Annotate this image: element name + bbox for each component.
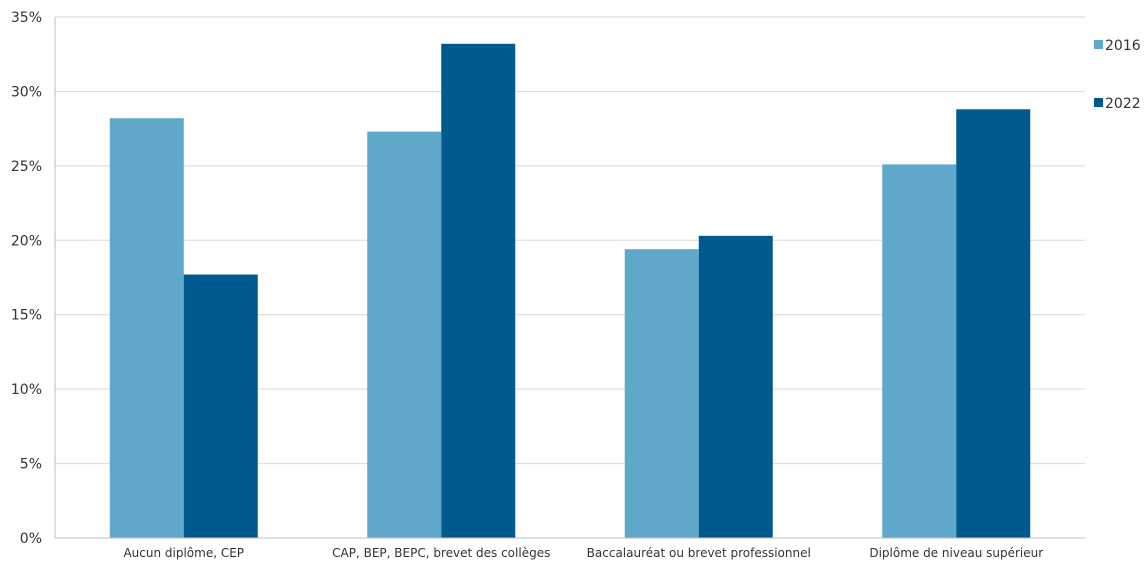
y-tick-label: 15% (11, 308, 42, 324)
bar-2022-0 (183, 274, 258, 538)
bar-2016-2 (624, 249, 699, 538)
y-tick-label: 10% (11, 382, 42, 398)
x-tick-label: Aucun diplôme, CEP (123, 546, 244, 560)
legend: 2016 2022 (1094, 38, 1141, 112)
y-tick-label: 30% (11, 84, 42, 100)
y-tick-label: 20% (11, 233, 42, 249)
y-tick-label: 5% (20, 457, 42, 473)
bar-2016-1 (367, 131, 442, 538)
bar-2022-2 (698, 235, 773, 538)
x-tick-label: Baccalauréat ou brevet professionnel (587, 546, 811, 560)
y-tick-label: 0% (20, 531, 42, 547)
y-tick-label: 35% (11, 10, 42, 26)
y-tick-label: 25% (11, 159, 42, 175)
bar-2022-1 (441, 43, 516, 539)
y-axis: 0% 5% 10% 15% 20% 25% 30% 35% (11, 10, 56, 547)
legend-label-2022: 2022 (1105, 96, 1141, 112)
bar-2022-3 (956, 109, 1031, 538)
bar-2016-0 (109, 118, 184, 539)
x-tick-label: CAP, BEP, BEPC, brevet des collèges (332, 546, 550, 560)
x-axis: Aucun diplôme, CEP CAP, BEP, BEPC, brevet… (55, 537, 1085, 560)
bar-2016-3 (882, 164, 957, 538)
bars (109, 43, 1031, 539)
legend-label-2016: 2016 (1105, 38, 1141, 54)
legend-swatch-2022 (1094, 98, 1103, 107)
x-tick-label: Diplôme de niveau supérieur (869, 546, 1043, 560)
legend-swatch-2016 (1094, 40, 1103, 49)
